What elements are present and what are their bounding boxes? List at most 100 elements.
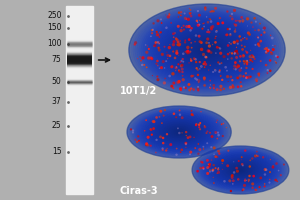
- Point: [195, 170, 200, 173]
- Point: [262, 31, 267, 34]
- Ellipse shape: [224, 162, 256, 178]
- Point: [236, 178, 241, 181]
- Point: [177, 43, 182, 46]
- Point: [227, 41, 232, 44]
- Ellipse shape: [138, 111, 220, 153]
- Point: [257, 186, 262, 189]
- Ellipse shape: [135, 110, 223, 154]
- Point: [160, 53, 165, 56]
- Point: [231, 160, 236, 163]
- Ellipse shape: [163, 124, 195, 140]
- Point: [178, 87, 183, 90]
- Point: [255, 154, 260, 158]
- Point: [225, 10, 230, 13]
- Point: [244, 76, 249, 79]
- Point: [228, 33, 233, 36]
- Text: 37: 37: [52, 98, 62, 106]
- Point: [189, 109, 194, 112]
- Point: [218, 47, 223, 50]
- Point: [241, 75, 246, 78]
- Point: [194, 61, 199, 64]
- Point: [171, 87, 176, 90]
- Point: [174, 49, 179, 53]
- Point: [214, 132, 218, 135]
- Ellipse shape: [160, 123, 198, 141]
- Point: [213, 37, 218, 40]
- Point: [219, 62, 224, 65]
- Point: [243, 177, 248, 181]
- Ellipse shape: [163, 24, 251, 76]
- Point: [189, 46, 194, 49]
- Ellipse shape: [149, 16, 265, 84]
- Point: [239, 16, 244, 19]
- Ellipse shape: [217, 158, 264, 182]
- Ellipse shape: [127, 106, 231, 158]
- Point: [199, 41, 204, 44]
- Point: [275, 55, 280, 59]
- Point: [188, 12, 193, 15]
- Point: [212, 153, 217, 156]
- Point: [190, 113, 194, 116]
- Point: [153, 151, 158, 154]
- Point: [164, 26, 169, 29]
- Point: [197, 148, 202, 151]
- Point: [245, 24, 250, 28]
- Point: [196, 142, 201, 146]
- Point: [236, 65, 241, 68]
- Point: [159, 18, 164, 21]
- Point: [148, 144, 153, 147]
- Point: [150, 120, 155, 123]
- Point: [209, 27, 214, 31]
- Point: [269, 52, 274, 55]
- Point: [268, 158, 273, 161]
- Point: [194, 67, 199, 70]
- Point: [244, 59, 249, 62]
- Point: [206, 21, 210, 24]
- Point: [232, 64, 237, 68]
- Point: [250, 67, 255, 71]
- Point: [216, 150, 221, 153]
- Point: [199, 48, 204, 51]
- Point: [265, 46, 269, 50]
- Point: [199, 110, 203, 113]
- Point: [227, 27, 232, 31]
- Point: [205, 172, 210, 175]
- Ellipse shape: [164, 125, 194, 139]
- Point: [246, 178, 251, 181]
- Point: [235, 170, 240, 173]
- Point: [189, 41, 194, 44]
- Point: [253, 154, 258, 158]
- Point: [231, 85, 236, 89]
- Point: [256, 36, 261, 39]
- Point: [202, 61, 207, 64]
- Point: [165, 147, 170, 150]
- Point: [184, 142, 188, 145]
- Point: [144, 142, 149, 145]
- Point: [175, 38, 180, 42]
- Ellipse shape: [147, 15, 267, 85]
- Point: [205, 130, 210, 133]
- Point: [192, 57, 197, 60]
- Point: [258, 176, 263, 180]
- Point: [254, 154, 259, 157]
- Point: [207, 44, 212, 48]
- Ellipse shape: [228, 164, 253, 176]
- Point: [233, 68, 238, 71]
- Point: [149, 128, 154, 131]
- Point: [130, 131, 135, 134]
- Point: [200, 161, 205, 164]
- Ellipse shape: [151, 118, 207, 146]
- Point: [253, 43, 258, 46]
- Point: [236, 19, 240, 22]
- Point: [267, 178, 272, 181]
- Point: [206, 68, 211, 72]
- Point: [230, 79, 235, 82]
- Point: [203, 8, 208, 11]
- Point: [158, 110, 163, 113]
- Point: [133, 41, 138, 44]
- Point: [210, 25, 215, 28]
- Point: [236, 42, 240, 45]
- Point: [235, 76, 240, 80]
- Point: [183, 86, 188, 90]
- Point: [174, 65, 179, 69]
